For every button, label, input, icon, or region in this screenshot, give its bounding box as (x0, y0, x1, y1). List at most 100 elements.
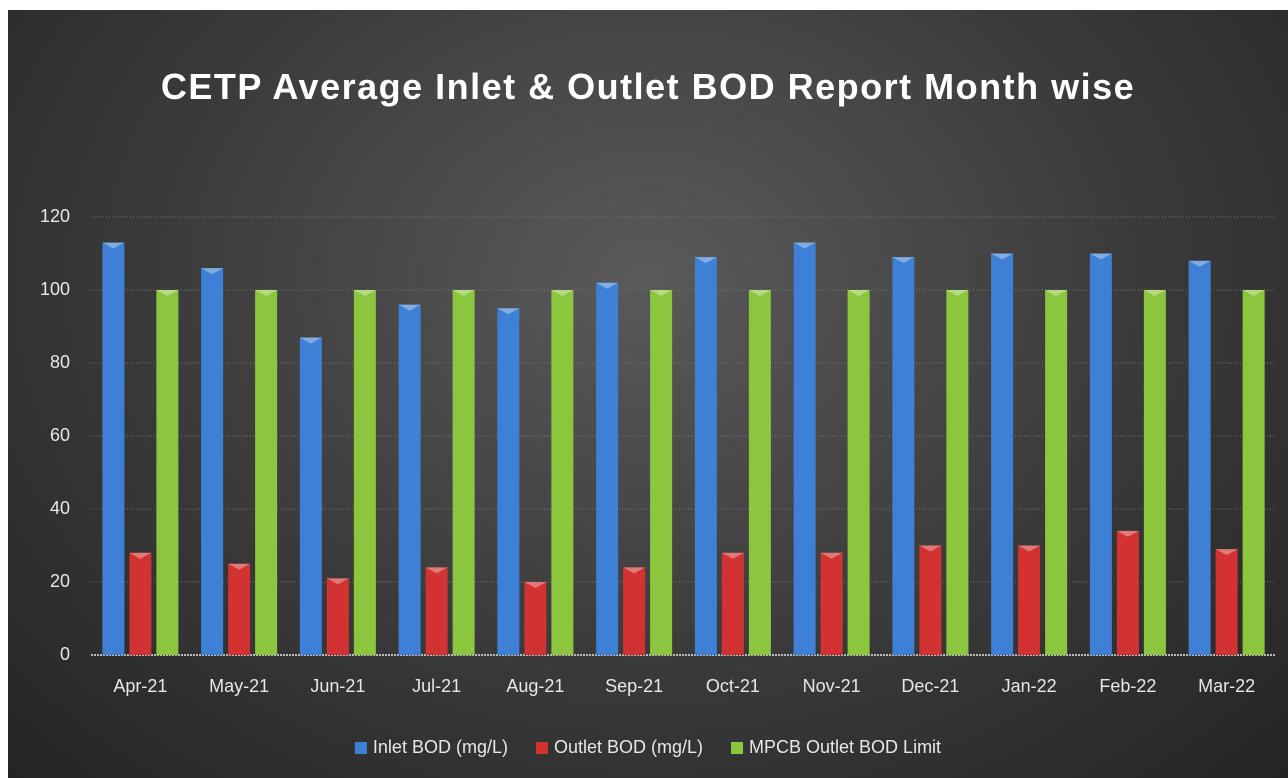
bar (694, 257, 717, 655)
bar-cap (596, 282, 619, 289)
bar-cap (497, 308, 520, 315)
x-tick-label: Feb-22 (1099, 676, 1156, 696)
bar-cap (820, 552, 843, 559)
bar (1188, 260, 1211, 655)
bar-cap (1242, 290, 1265, 296)
bar-cap (1045, 290, 1068, 296)
legend-label: MPCB Outlet BOD Limit (749, 737, 941, 757)
legend-label: Inlet BOD (mg/L) (373, 737, 508, 757)
bar-cap (721, 552, 744, 559)
bar-cap (694, 257, 717, 264)
bar (919, 545, 942, 655)
bar (228, 563, 251, 655)
y-tick-label: 100 (40, 279, 70, 299)
bar-cap (228, 563, 251, 570)
bar-cap (452, 290, 475, 296)
x-tick-label: Oct-21 (706, 676, 760, 696)
bar (129, 552, 152, 655)
bar-cap (1018, 545, 1041, 552)
bar-cap (650, 290, 673, 296)
y-tick-label: 80 (50, 352, 70, 372)
bar (820, 552, 843, 655)
bar-cap (551, 290, 574, 296)
bar-cap (847, 290, 870, 296)
x-tick-label: Dec-21 (901, 676, 959, 696)
x-tick-label: Mar-22 (1198, 676, 1255, 696)
bar-cap (623, 567, 646, 574)
x-tick-label: Jan-22 (1002, 676, 1057, 696)
bar (156, 290, 179, 655)
bar (596, 282, 619, 655)
chart: CETP Average Inlet & Outlet BOD Report M… (8, 10, 1288, 778)
bar-cap (255, 290, 278, 296)
bar-cap (425, 567, 448, 574)
bar (353, 290, 376, 655)
bar (650, 290, 673, 655)
bar (1143, 290, 1166, 655)
bar-cap (1215, 549, 1238, 556)
bar-cap (398, 304, 421, 311)
bar-cap (102, 242, 125, 249)
x-tick-label: Jun-21 (310, 676, 365, 696)
bar-cap (129, 552, 152, 559)
bar (551, 290, 574, 655)
bar-cap (991, 253, 1014, 260)
legend-swatch (535, 742, 548, 754)
bar (847, 290, 870, 655)
legend-label: Outlet BOD (mg/L) (554, 737, 703, 757)
bar (991, 253, 1014, 655)
bar-cap (1089, 253, 1112, 260)
bar-cap (1143, 290, 1166, 296)
bar (1089, 253, 1112, 655)
x-tick-label: Apr-21 (113, 676, 167, 696)
bar (255, 290, 278, 655)
bar (1116, 530, 1139, 655)
bar (201, 268, 224, 655)
plot: 0 20 40 60 80 100 120 Apr-21 May-21 Jun-21 Jul-21 A… (40, 206, 1276, 757)
bar-cap (793, 242, 816, 249)
y-tick-label: 60 (50, 425, 70, 445)
bar-cap (156, 290, 179, 296)
y-tick-label: 120 (40, 206, 70, 226)
bar (299, 337, 322, 655)
x-tick-label: May-21 (209, 676, 269, 696)
bar (793, 242, 816, 656)
bar-cap (892, 257, 915, 264)
bar-cap (919, 545, 942, 552)
bar (946, 290, 969, 655)
bar (623, 567, 646, 655)
bar (102, 242, 125, 656)
bar-cap (524, 582, 547, 588)
x-tick-label: Jul-21 (412, 676, 461, 696)
x-tick-label: Sep-21 (605, 676, 663, 696)
bar (1018, 545, 1041, 655)
legend-swatch (354, 742, 367, 754)
bar (425, 567, 448, 655)
bar-cap (946, 290, 969, 296)
bar (524, 582, 547, 655)
y-tick-label: 0 (60, 644, 70, 664)
bar (326, 578, 349, 655)
y-tick-label: 20 (50, 571, 70, 591)
bar (1242, 290, 1265, 655)
bar-cap (326, 578, 349, 585)
bar (398, 304, 421, 655)
legend-swatch (731, 742, 744, 754)
bar (452, 290, 475, 655)
bar-cap (1116, 530, 1139, 537)
x-tick-label: Nov-21 (803, 676, 861, 696)
chart-title: CETP Average Inlet & Outlet BOD Report M… (160, 66, 1136, 107)
bar (1215, 549, 1238, 655)
bar (748, 290, 771, 655)
bar-cap (1188, 260, 1211, 267)
bar-cap (201, 268, 224, 275)
bar (1045, 290, 1068, 655)
x-tick-label: Aug-21 (506, 676, 564, 696)
bar-cap (299, 337, 322, 344)
bar (892, 257, 915, 655)
y-tick-label: 40 (50, 498, 70, 518)
bar (721, 552, 744, 655)
bar (497, 308, 520, 655)
bar-cap (748, 290, 771, 296)
bar-cap (353, 290, 376, 296)
